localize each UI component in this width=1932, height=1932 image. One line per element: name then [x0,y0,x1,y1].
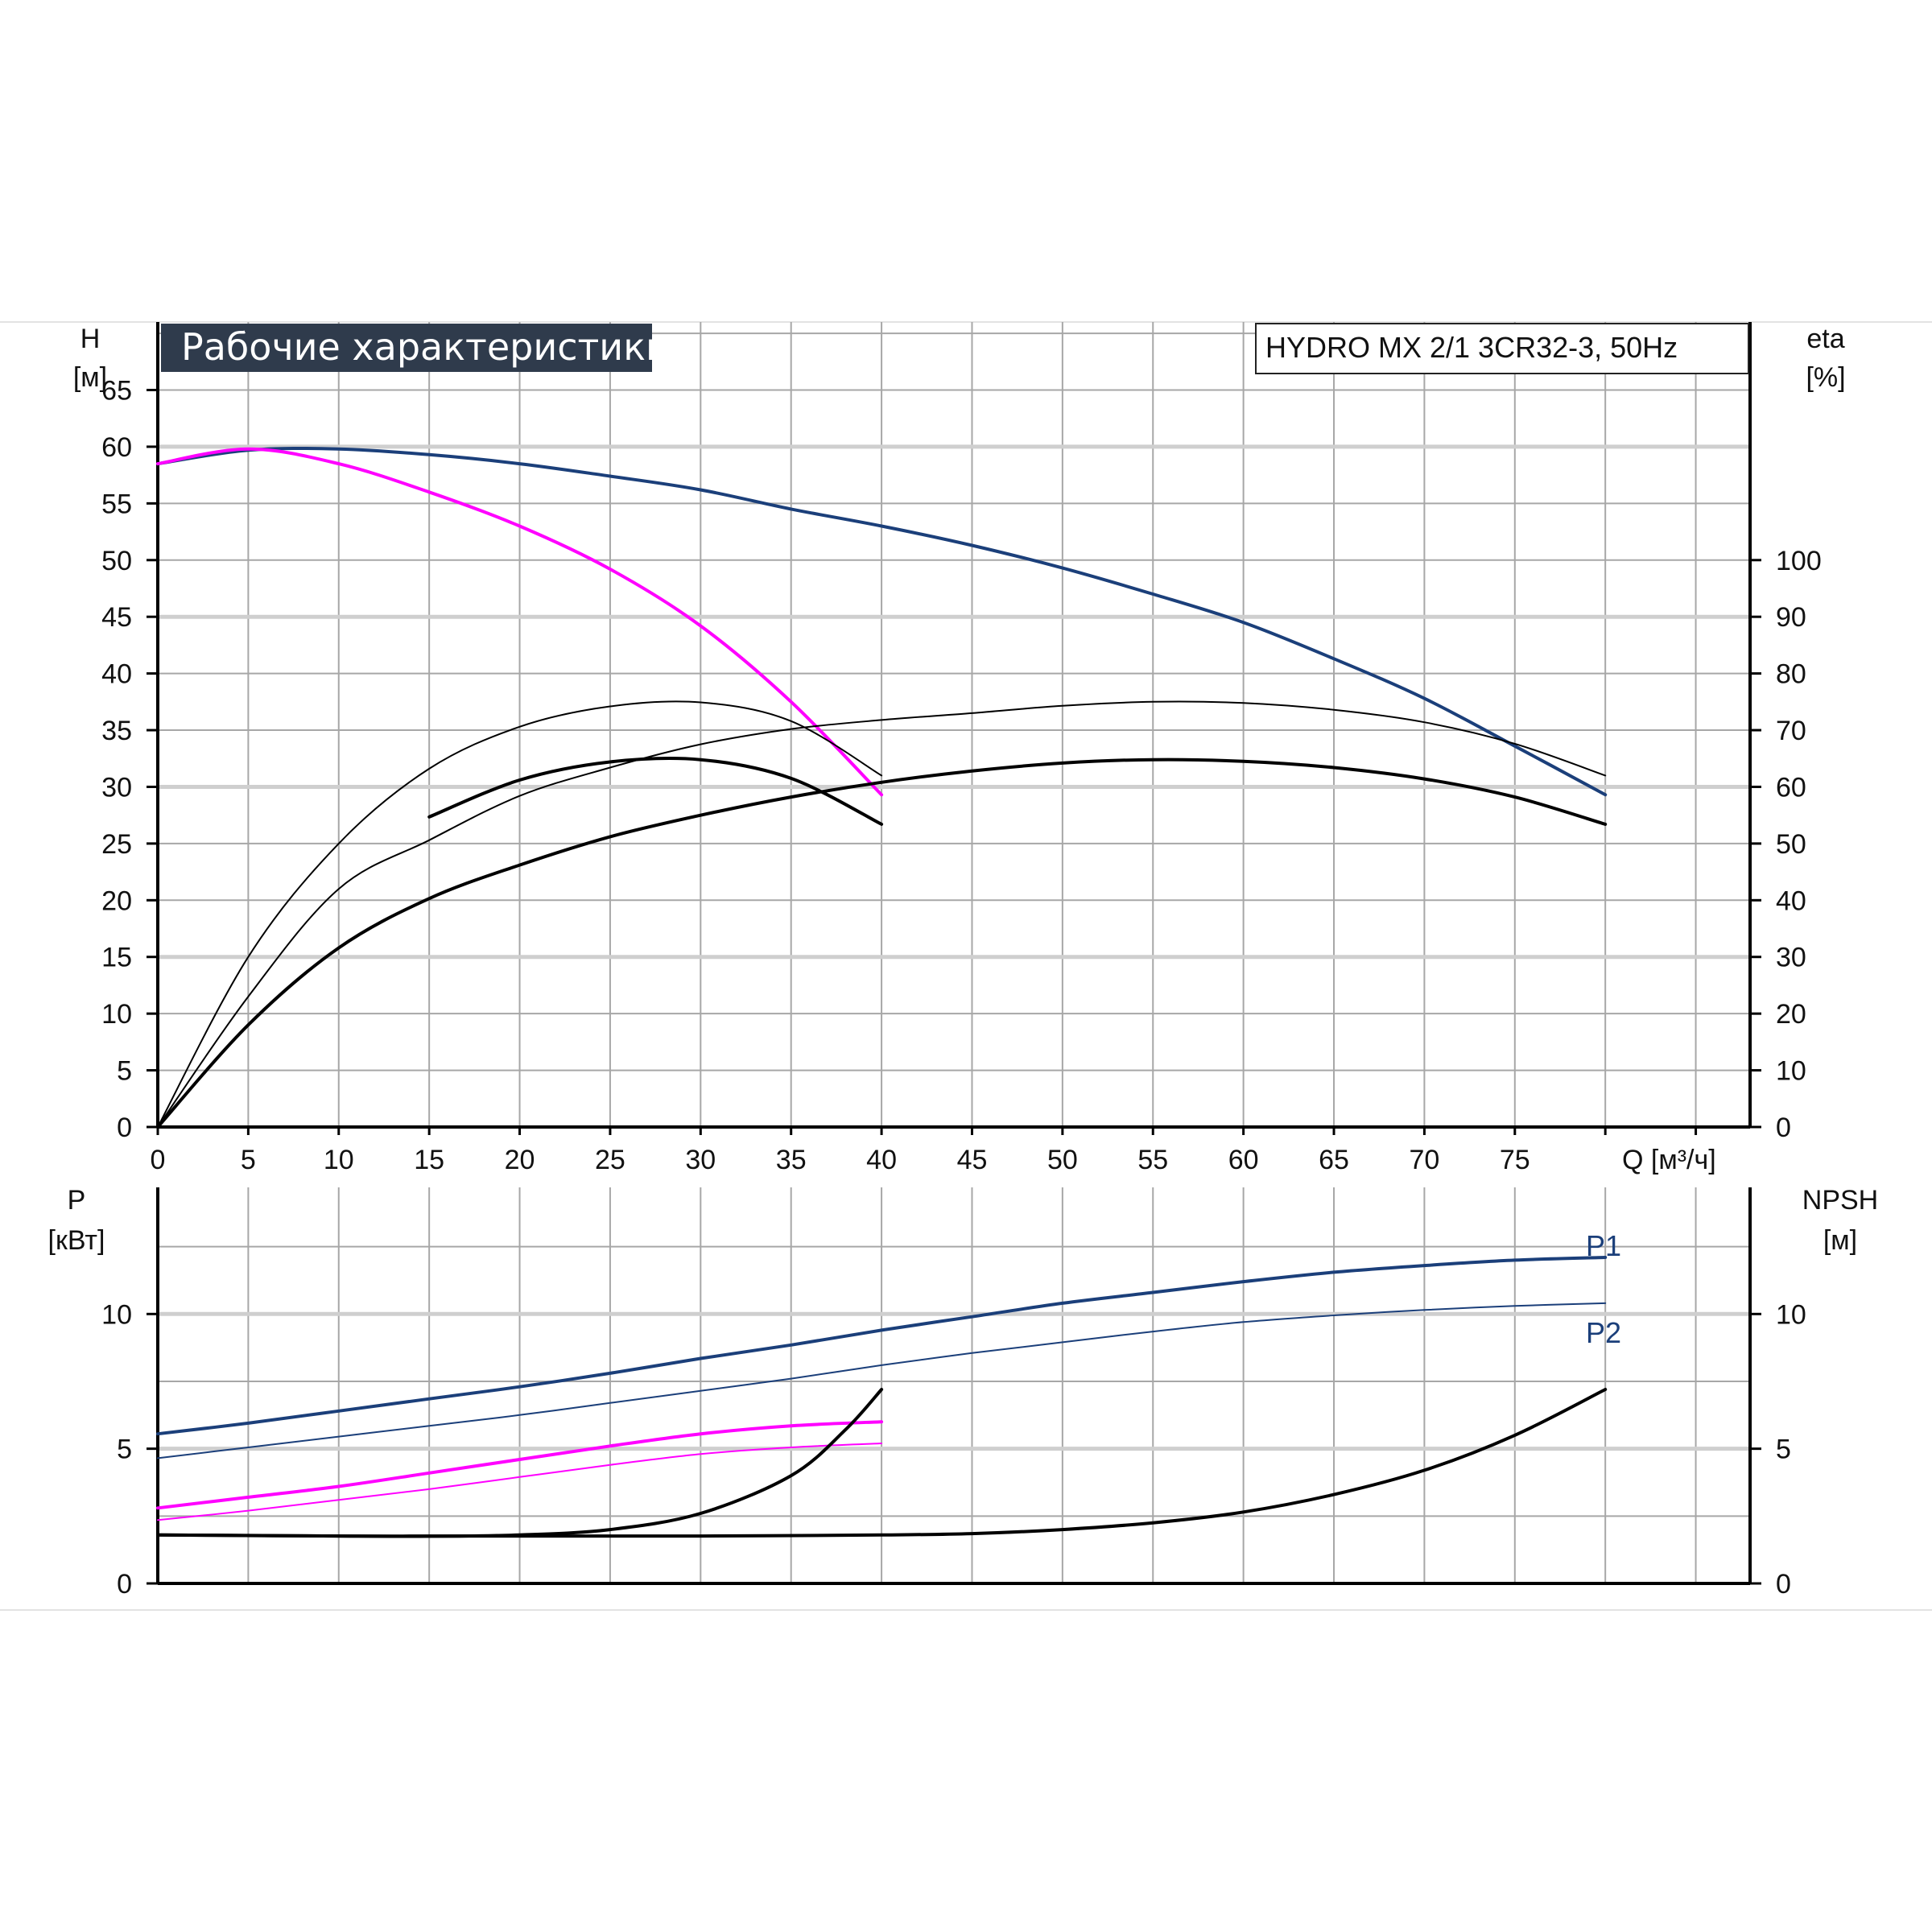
h-tick-label: 0 [117,1113,132,1143]
npsh-axis-symbol: NPSH [1802,1185,1878,1216]
h-tick-label: 60 [101,432,132,463]
h-axis-unit: [м] [73,362,107,393]
model-box [1255,323,1749,374]
lower-series-line-3 [157,1443,883,1521]
x-tick-label: 20 [505,1145,535,1175]
x-tick-label: 25 [595,1145,625,1175]
eta-tick-label: 10 [1776,1056,1806,1087]
eta-tick-label: 30 [1776,943,1806,973]
h-tick-label: 50 [101,546,132,576]
eta-tick-label: 90 [1776,602,1806,633]
eta-tick-label: 40 [1776,886,1806,916]
h-tick-label: 20 [101,886,132,916]
npsh-tick-label: 5 [1776,1435,1791,1465]
title-box [161,324,652,372]
upper-series-line-5 [156,758,1608,1129]
upper-series-line-0 [156,446,1608,797]
p-tick-label: 5 [117,1435,132,1465]
eta-tick-label: 60 [1776,772,1806,803]
h-tick-label: 25 [101,829,132,860]
eta-tick-label: 50 [1776,829,1806,860]
h-tick-label: 55 [101,489,132,519]
x-tick-label: 10 [324,1145,354,1175]
x-tick-label: 55 [1137,1145,1168,1175]
eta-tick-label: 0 [1776,1113,1791,1143]
h-tick-label: 30 [101,772,132,803]
eta-tick-label: 100 [1776,546,1822,576]
p-axis-symbol: P [68,1185,86,1216]
npsh-tick-label: 10 [1776,1299,1806,1330]
upper-series-line-4 [157,700,1607,1128]
series-label-p1: P1 [1586,1229,1621,1262]
upper-series [156,446,1608,1129]
chart-title: Рабочие характеристики [181,325,670,369]
model-label: HYDRO MX 2/1 3CR32-3, 50Hz [1265,331,1678,364]
x-tick-label: 15 [414,1145,444,1175]
eta-tick-label: 70 [1776,716,1806,746]
npsh-axis-unit: [м] [1823,1225,1857,1256]
tick-labels: 0 5 10 15 20 25 30 35 40 45 50 55 60 65 70 750510152025… [101,376,1822,1600]
series-label-p2: P2 [1586,1316,1621,1349]
upper-series-line-3 [427,756,884,826]
x-tick-label: 35 [776,1145,807,1175]
x-tick-label: 70 [1409,1145,1439,1175]
x-tick-label: 0 [151,1145,166,1175]
eta-tick-label: 80 [1776,659,1806,690]
npsh-tick-label: 0 [1776,1569,1791,1600]
lower-series-line-5 [156,1388,1608,1538]
upper-grid [158,322,1750,1127]
lower-series-line-1 [157,1302,1607,1459]
h-tick-label: 35 [101,716,132,746]
x-tick-label: 65 [1319,1145,1349,1175]
q-axis-label: Q [м³/ч] [1622,1145,1716,1175]
h-tick-label: 40 [101,659,132,690]
lower-series-line-2 [156,1420,884,1510]
eta-tick-label: 20 [1776,999,1806,1030]
h-tick-label: 5 [117,1056,132,1087]
lower-series [156,1256,1608,1538]
eta-axis-unit: [%] [1806,362,1845,393]
lower-grid [158,1187,1750,1583]
h-tick-label: 45 [101,602,132,633]
lower-series-line-0 [156,1256,1608,1436]
h-tick-label: 10 [101,999,132,1030]
p-tick-label: 0 [117,1569,132,1600]
h-axis-symbol: H [80,324,101,354]
h-tick-label: 65 [101,376,132,407]
p-axis-unit: [кВт] [48,1225,105,1256]
x-tick-label: 60 [1228,1145,1259,1175]
x-tick-label: 50 [1047,1145,1078,1175]
h-tick-label: 15 [101,943,132,973]
x-tick-label: 30 [685,1145,716,1175]
upper-series-line-2 [157,700,883,1128]
p-tick-label: 10 [101,1299,132,1330]
x-tick-label: 5 [241,1145,256,1175]
x-tick-label: 75 [1500,1145,1530,1175]
upper-series-line-1 [156,447,884,797]
x-tick-label: 40 [866,1145,897,1175]
x-tick-label: 45 [957,1145,988,1175]
eta-axis-symbol: eta [1806,324,1844,354]
